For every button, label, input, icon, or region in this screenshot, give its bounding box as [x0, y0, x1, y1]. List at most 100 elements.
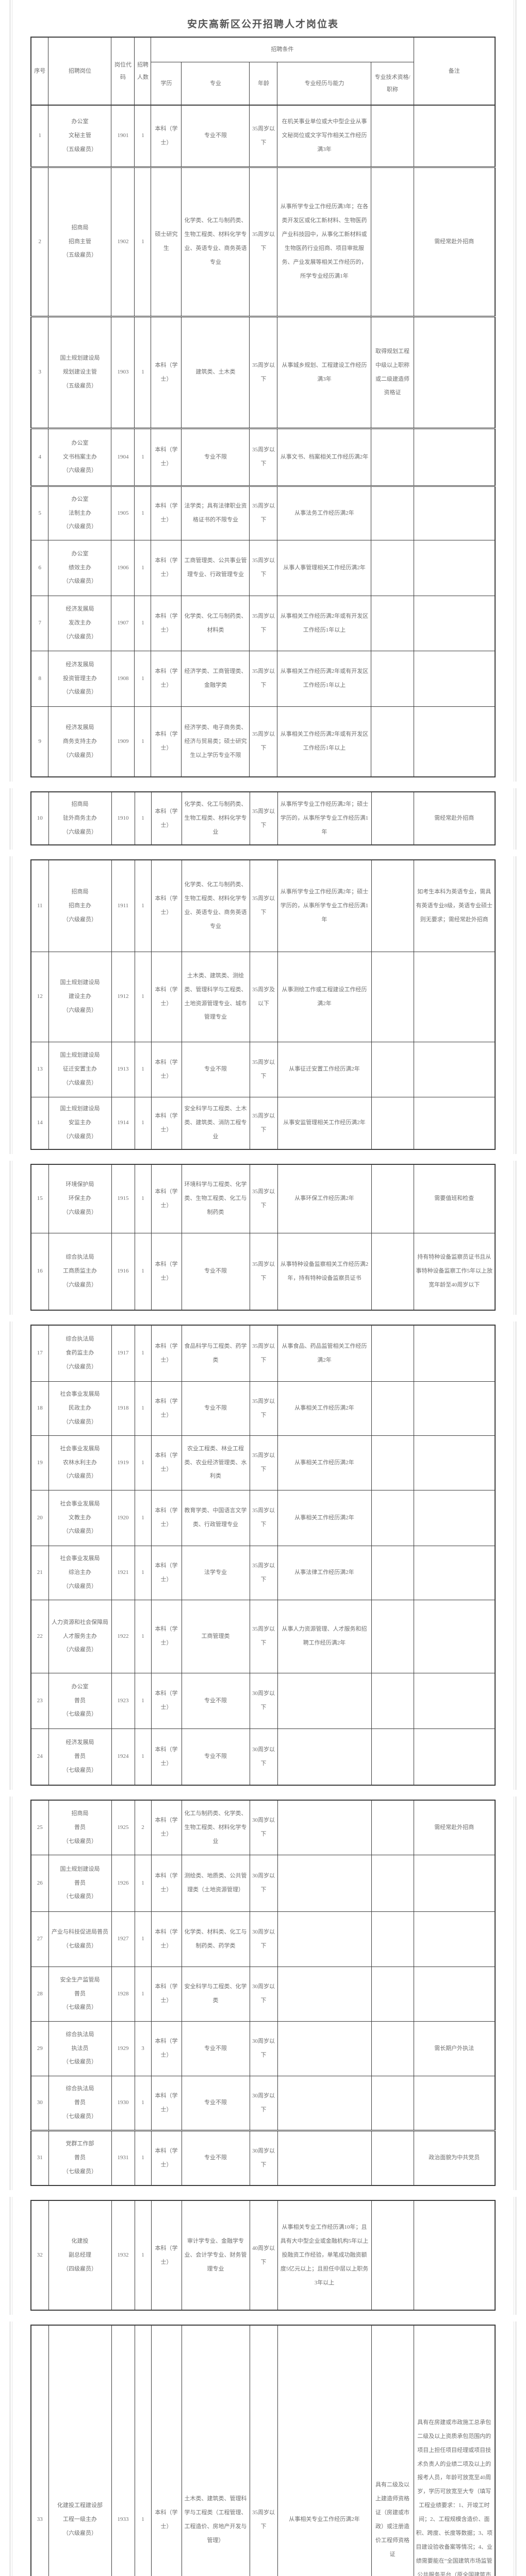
cell-qualification [371, 1435, 414, 1490]
cell-post: 办公室 法制主办 （六级雇员） [48, 485, 112, 540]
cell-major: 经济学类、电子商务类、经济与贸易类；硕士研究生以上学历专业不限 [181, 706, 250, 777]
table-row: 16 综合执法局 工商质监主办 （六级雇员） 1916 1 本科（学士） 专业不限 35周岁… [30, 1232, 496, 1311]
cell-count: 1 [134, 951, 152, 1042]
cell-note [413, 539, 496, 596]
cell-post: 招商局 招商主办 （六级雇员） [48, 859, 112, 952]
cell-post: 经济发展局 发改主办 （六级雇员） [48, 595, 112, 651]
cell-major: 环境科学与工程类、化学类、生物工程类、化工与制药类 [181, 1164, 250, 1233]
cell-qualification: 取得规划工程中级以上职称或二级建造师资格证 [371, 315, 414, 429]
cell-qualification [371, 1545, 414, 1600]
cell-seq: 10 [30, 791, 49, 845]
cell-major: 专业不限 [181, 2129, 250, 2186]
cell-count: 1 [134, 595, 152, 651]
cell-age: 35周岁以下 [249, 1545, 278, 1600]
cell-note [413, 595, 496, 651]
cell-note: 需要值班和检查 [413, 1164, 496, 1233]
cell-major: 土木类、建筑类、管理科学与工程类（工程管理、工程造价、房地产开发与管理） [181, 2325, 250, 2576]
col-header-seq: 序号 [30, 37, 49, 106]
cell-major: 测绘类、地质类、公共管理类（土地资源管理） [181, 1854, 250, 1912]
cell-post: 综合执法局 普员 （七级雇员） [48, 2075, 112, 2131]
cell-count: 1 [134, 706, 152, 777]
cell-age: 30周岁以下 [249, 1800, 278, 1855]
cell-note [413, 650, 496, 707]
cell-seq: 5 [30, 485, 49, 540]
cell-qualification [371, 791, 414, 845]
cell-experience: 从事所学专业工作经历满2年；硕士学历的，从事所学专业工作经历满1年 [277, 791, 372, 845]
cell-education: 本科（学士） [151, 791, 182, 845]
col-header-experience: 专业经历与能力 [277, 61, 372, 106]
cell-age: 35周岁以下 [249, 1381, 278, 1436]
cell-major: 化工与制药类、化学类、生物工程类、材料化学专业 [181, 1800, 250, 1855]
cell-major: 专业不限 [181, 1672, 250, 1729]
cell-age: 40周岁以下 [249, 2200, 278, 2311]
cell-count: 1 [134, 1232, 152, 1311]
cell-age: 30周岁以下 [249, 1854, 278, 1912]
table-row: 26 国土规划建设局 普员 （七级雇员） 1926 1 本科（学士） 测绘类、地质类、公共… [30, 1854, 496, 1912]
cell-note: 如考生本科为英语专业，需具有英语专业8级，英语专业硕士则无要求；需经常赴外招商 [413, 859, 496, 952]
cell-major: 化学类、材料类、化工与制药类、药学类 [181, 1911, 250, 1967]
cell-major: 经济学类、工商管理类、金融学类 [181, 650, 250, 707]
cell-count: 2 [134, 1800, 152, 1855]
cell-experience: 从事特种设备监察相关工作经历满2年，持有特种设备监察员证书 [277, 1232, 372, 1311]
cell-age: 35周岁以下 [249, 859, 278, 952]
cell-seq: 26 [30, 1854, 49, 1912]
table-row: 33 化建投工程建设部 工程一级主办 （六级雇员） 1933 1 本科（学士） 土木类、建… [30, 2325, 496, 2576]
positions-table: 17 综合执法局 食药监主办 （六级雇员） 1917 1 本科（学士） 食品科学与工程类、… [30, 1325, 496, 1786]
page-gap [0, 2315, 526, 2321]
cell-post: 综合执法局 执法员 （七级雇员） [48, 2021, 112, 2076]
cell-count: 1 [134, 1325, 152, 1382]
positions-table: 25 招商局 普员 （七级雇员） 1925 2 本科（学士） 化工与制药类、化学类、生物工… [30, 1800, 496, 2186]
cell-seq: 2 [30, 166, 49, 317]
cell-post: 经济发展局 商务支持主办 （六级雇员） [48, 706, 112, 777]
cell-code: 1913 [111, 1041, 135, 1097]
page-gap [0, 782, 526, 788]
cell-qualification [371, 105, 414, 167]
cell-post: 化建投 副总经理 （四级雇员） [48, 2200, 112, 2311]
page-7: 32 化建投 副总经理 （四级雇员） 1932 1 本科（学士） 审计学专业、金融学专业、… [10, 2197, 516, 2315]
table-row: 28 安全生产监管局 普员 （七级雇员） 1928 1 本科（学士） 安全科学与工程类、化… [30, 1966, 496, 2022]
cell-seq: 6 [30, 539, 49, 596]
cell-age: 30周岁以下 [249, 2021, 278, 2076]
cell-note [413, 706, 496, 777]
cell-code: 1909 [111, 706, 135, 777]
cell-experience: 从事测绘工作或工程建设工作经历满2年 [277, 951, 372, 1042]
cell-seq: 15 [30, 1164, 49, 1233]
page-gap [0, 850, 526, 856]
col-header-post: 招聘岗位 [48, 37, 112, 106]
cell-code: 1923 [111, 1672, 135, 1729]
table-row: 18 社会事业发展局 民政主办 （六级雇员） 1918 1 本科（学士） 专业不限 35周岁… [30, 1381, 496, 1436]
cell-code: 1905 [111, 485, 135, 540]
cell-experience [277, 1728, 372, 1786]
cell-education: 本科（学士） [151, 1672, 182, 1729]
cell-count: 1 [134, 1545, 152, 1600]
cell-seq: 20 [30, 1489, 49, 1546]
cell-code: 1925 [111, 1800, 135, 1855]
cell-education: 本科（学士） [151, 595, 182, 651]
cell-count: 1 [134, 166, 152, 317]
cell-post: 办公室 文秘主管 （五级雇员） [48, 105, 112, 167]
cell-count: 1 [134, 1164, 152, 1233]
table-row: 27 产业与科技促进局普员 （七级雇员） 1927 1 本科（学士） 化学类、材料类、化工… [30, 1911, 496, 1967]
cell-seq: 19 [30, 1435, 49, 1490]
cell-count: 1 [134, 485, 152, 540]
cell-note: 需长期户外执法 [413, 2021, 496, 2076]
cell-education: 本科（学士） [151, 315, 182, 429]
cell-experience: 从事相关工作经历满2年或有开发区工作经历1年以上 [277, 706, 372, 777]
col-header-qualification: 专业技术资格/职称 [371, 61, 414, 106]
cell-code: 1914 [111, 1096, 135, 1150]
cell-post: 化建投工程建设部 工程一级主办 （六级雇员） [48, 2325, 112, 2576]
table-row: 1 办公室 文秘主管 （五级雇员） 1901 1 本科（学士） 专业不限 35周岁以下 在机关… [30, 105, 496, 167]
cell-age: 35周岁以下 [249, 485, 278, 540]
cell-code: 1931 [111, 2129, 135, 2186]
cell-note: 具有在房建或市政施工总承包二级及以上资质承包范围内的项目上担任项目经理或项目技术… [413, 2325, 496, 2576]
table-row: 20 社会事业发展局 文教主办 （六级雇员） 1920 1 本科（学士） 教育学类、中国语… [30, 1489, 496, 1546]
table-row: 23 办公室 普员 （七级雇员） 1923 1 本科（学士） 专业不限 30周岁以下 [30, 1672, 496, 1729]
cell-major: 专业不限 [181, 1728, 250, 1786]
cell-count: 1 [134, 315, 152, 429]
cell-major: 化学类、化工与制药类、材料类 [181, 595, 250, 651]
table-body: 15 环境保护局 环保主办 （六级雇员） 1915 1 本科（学士） 环境科学与工程类、化… [30, 1164, 496, 1311]
table-row: 31 党群工作部 普员 （七级雇员） 1931 1 本科（学士） 专业不限 30周岁以下 政治… [30, 2129, 496, 2186]
cell-qualification [371, 1232, 414, 1311]
cell-count: 1 [134, 1728, 152, 1786]
cell-count: 1 [134, 2129, 152, 2186]
